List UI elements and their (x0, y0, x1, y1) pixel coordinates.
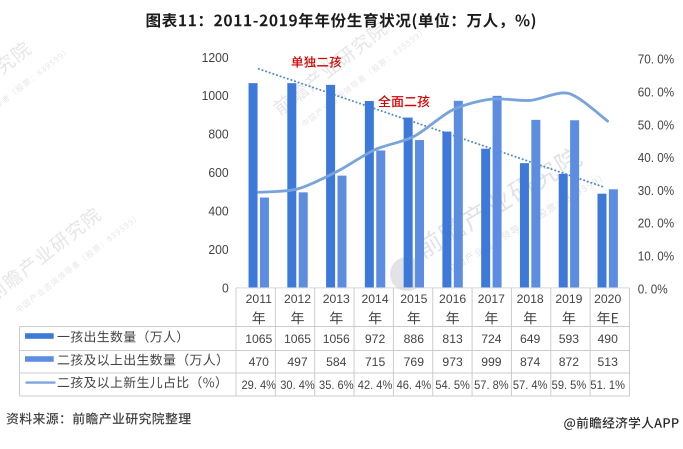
svg-text:973: 973 (442, 355, 463, 369)
svg-text:46. 4%: 46. 4% (397, 379, 432, 393)
svg-text:1000: 1000 (202, 89, 229, 103)
svg-text:59. 5%: 59. 5% (552, 379, 587, 393)
svg-text:1065: 1065 (245, 332, 272, 346)
svg-text:1200: 1200 (202, 51, 229, 65)
svg-text:2020: 2020 (594, 292, 621, 306)
svg-text:513: 513 (598, 355, 619, 369)
svg-text:30. 0%: 30. 0% (638, 183, 675, 198)
svg-text:0: 0 (222, 281, 229, 295)
svg-text:2016: 2016 (439, 292, 466, 306)
svg-text:60. 0%: 60. 0% (638, 85, 675, 100)
svg-text:20. 0%: 20. 0% (638, 216, 675, 231)
svg-text:0. 0%: 0. 0% (638, 282, 668, 297)
svg-text:497: 497 (287, 355, 308, 369)
svg-text:769: 769 (404, 355, 425, 369)
svg-text:57. 4%: 57. 4% (513, 379, 548, 393)
svg-text:972: 972 (365, 332, 386, 346)
svg-text:1056: 1056 (323, 332, 350, 346)
svg-text:2013: 2013 (323, 292, 350, 306)
svg-text:1065: 1065 (284, 332, 311, 346)
svg-text:649: 649 (520, 332, 541, 346)
svg-text:2017: 2017 (478, 292, 505, 306)
svg-text:200: 200 (208, 243, 228, 257)
svg-text:800: 800 (208, 127, 228, 141)
svg-text:999: 999 (481, 355, 502, 369)
svg-text:70. 0%: 70. 0% (638, 52, 675, 67)
svg-text:51. 1%: 51. 1% (590, 379, 625, 393)
svg-text:490: 490 (598, 332, 619, 346)
svg-text:470: 470 (249, 355, 270, 369)
svg-text:57. 8%: 57. 8% (474, 379, 509, 393)
svg-text:42. 4%: 42. 4% (358, 379, 393, 393)
svg-text:593: 593 (559, 332, 580, 346)
svg-text:10. 0%: 10. 0% (638, 249, 675, 264)
svg-text:874: 874 (520, 355, 541, 369)
svg-text:40. 0%: 40. 0% (638, 151, 675, 166)
svg-text:715: 715 (365, 355, 386, 369)
svg-text:50. 0%: 50. 0% (638, 118, 675, 133)
svg-text:886: 886 (404, 332, 425, 346)
svg-text:2015: 2015 (400, 292, 427, 306)
svg-text:2019: 2019 (555, 292, 582, 306)
svg-text:813: 813 (442, 332, 463, 346)
svg-text:29. 4%: 29. 4% (241, 379, 276, 393)
svg-text:2018: 2018 (517, 292, 544, 306)
svg-text:400: 400 (208, 204, 228, 218)
svg-text:2014: 2014 (361, 292, 388, 306)
svg-text:584: 584 (326, 355, 347, 369)
svg-text:872: 872 (559, 355, 580, 369)
svg-text:54. 5%: 54. 5% (435, 379, 470, 393)
svg-text:30. 4%: 30. 4% (280, 379, 315, 393)
svg-text:2012: 2012 (284, 292, 311, 306)
svg-text:600: 600 (208, 166, 228, 180)
svg-text:724: 724 (481, 332, 502, 346)
svg-text:35. 6%: 35. 6% (319, 379, 354, 393)
svg-text:2011: 2011 (246, 292, 272, 306)
